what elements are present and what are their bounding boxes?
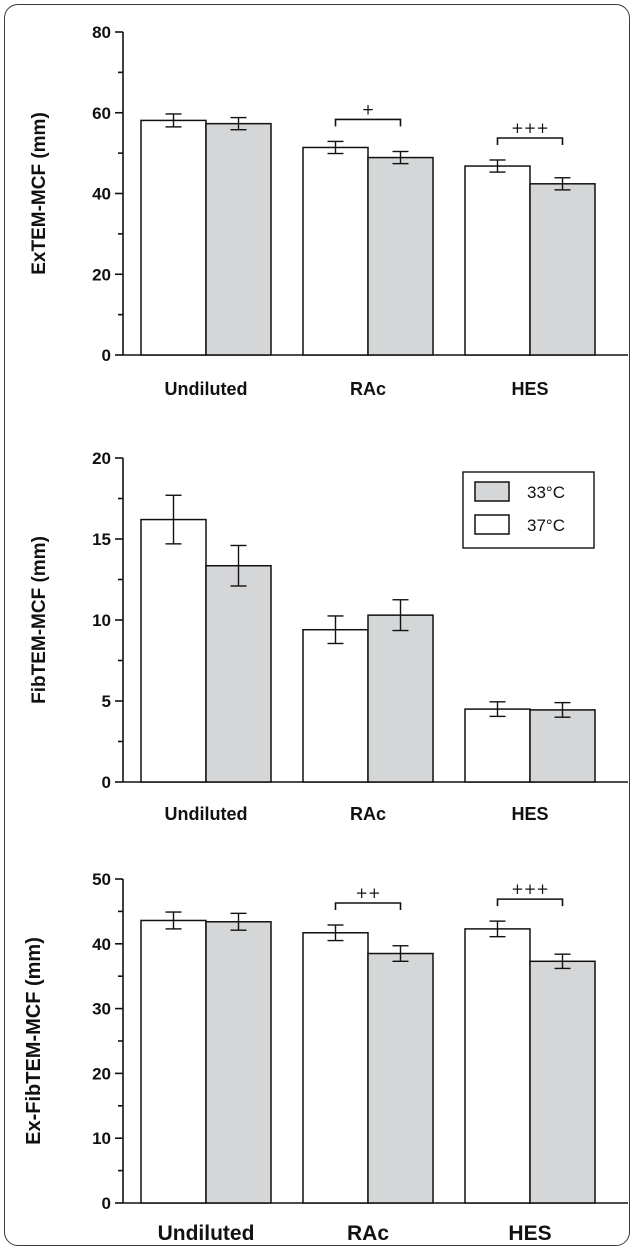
significance-bracket xyxy=(496,898,564,907)
y-tick-label: 50 xyxy=(92,870,111,889)
y-tick-label: 40 xyxy=(92,935,111,954)
significance-label: + xyxy=(362,100,375,118)
y-tick-label: 5 xyxy=(102,692,111,711)
y-tick-label: 40 xyxy=(92,185,111,204)
y-tick-label: 15 xyxy=(92,530,111,549)
significance-bracket xyxy=(496,137,564,145)
bar-undiluted-37c xyxy=(140,919,207,1204)
chart-panel-2: 0 5 10 15 20 FibTEM-MCF (mm) Undiluted RAc HES 33… xyxy=(29,449,628,824)
y-axis-title: Ex-FibTEM-MCF (mm) xyxy=(23,937,45,1145)
bar-undiluted-33c xyxy=(205,564,272,783)
x-tick-label: Undiluted xyxy=(165,804,248,824)
x-tick-label: Undiluted xyxy=(158,1222,255,1245)
significance-label: ++ xyxy=(355,884,380,902)
y-axis-title: FibTEM-MCF (mm) xyxy=(29,536,50,704)
bar-rac-33c xyxy=(367,952,434,1204)
bar-hes-33c xyxy=(529,960,596,1204)
bar-undiluted-37c xyxy=(140,119,207,356)
x-tick-label: HES xyxy=(511,804,548,824)
y-axis-title: ExTEM-MCF (mm) xyxy=(29,112,50,275)
y-tick-label: 60 xyxy=(92,104,111,123)
legend-swatch-33c xyxy=(474,481,510,502)
bar-hes-37c xyxy=(464,165,531,356)
x-tick-label: RAc xyxy=(350,379,386,399)
bar-rac-33c xyxy=(367,614,434,783)
significance-label: +++ xyxy=(511,880,549,898)
chart-panel-3: 0 10 20 30 40 50 Ex-FibTEM-MCF (mm) Undiluted RA… xyxy=(23,870,628,1245)
y-tick-label: 20 xyxy=(92,1064,111,1083)
bar-rac-37c xyxy=(302,932,369,1204)
bar-hes-37c xyxy=(464,708,531,783)
bar-undiluted-33c xyxy=(205,921,272,1204)
x-tick-label: HES xyxy=(511,379,548,399)
y-tick-label: 0 xyxy=(102,346,111,365)
x-tick-label: HES xyxy=(508,1222,551,1245)
legend: 33°C 37°C xyxy=(462,471,595,549)
bar-hes-33c xyxy=(529,183,596,356)
significance-label: +++ xyxy=(511,119,549,137)
y-tick-label: 20 xyxy=(92,449,111,468)
bar-rac-37c xyxy=(302,628,369,783)
bar-hes-37c xyxy=(464,928,531,1204)
y-tick-label: 10 xyxy=(92,1129,111,1148)
x-tick-label: RAc xyxy=(347,1222,389,1245)
y-tick-label: 80 xyxy=(92,23,111,42)
legend-label: 37°C xyxy=(527,516,565,535)
legend-swatch-37c xyxy=(474,514,510,535)
bar-hes-33c xyxy=(529,709,596,783)
y-tick-label: 0 xyxy=(102,773,111,792)
significance-bracket xyxy=(334,902,402,911)
y-tick-label: 10 xyxy=(92,611,111,630)
bar-rac-37c xyxy=(302,146,369,356)
legend-label: 33°C xyxy=(527,483,565,502)
y-tick-label: 0 xyxy=(102,1194,111,1213)
y-tick-label: 30 xyxy=(92,1000,111,1019)
significance-bracket xyxy=(334,118,402,127)
bar-undiluted-33c xyxy=(205,122,272,356)
y-tick-label: 20 xyxy=(92,265,111,284)
bar-rac-33c xyxy=(367,156,434,356)
x-tick-label: Undiluted xyxy=(165,379,248,399)
x-tick-label: RAc xyxy=(350,804,386,824)
bar-undiluted-37c xyxy=(140,518,207,783)
